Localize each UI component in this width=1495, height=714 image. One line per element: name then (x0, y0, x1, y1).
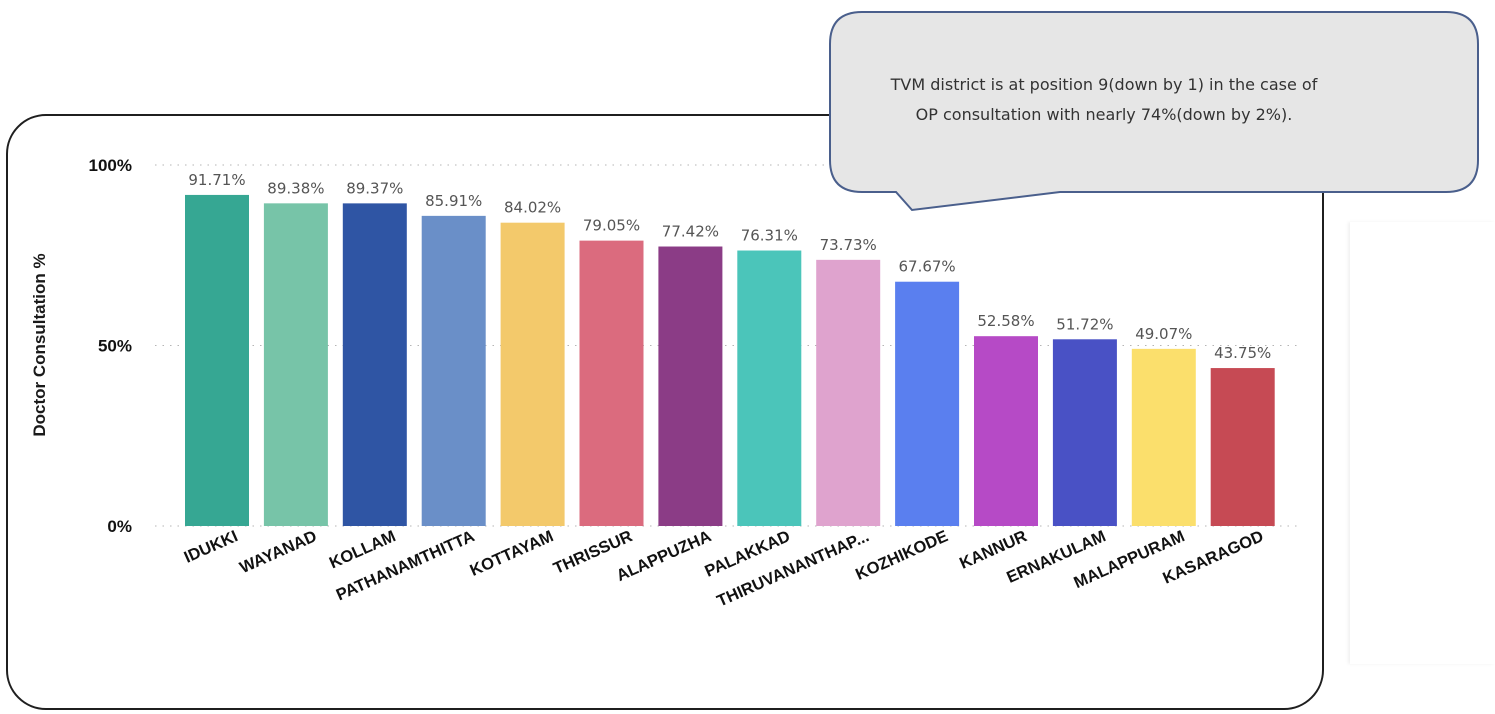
data-label: 51.72% (1056, 315, 1113, 333)
data-label: 77.42% (662, 223, 719, 241)
bar[interactable] (816, 259, 881, 526)
bar[interactable] (185, 194, 249, 527)
x-tick-label: PATHANAMTHITTA (334, 527, 478, 604)
data-label: 76.31% (741, 227, 798, 245)
data-label: 67.67% (898, 258, 955, 276)
data-labels: 91.71% 89.38% 89.37% 85.91% 84.02% 79.05% 77.4… (188, 171, 1271, 362)
x-tick-label: IDUKKI (181, 527, 240, 567)
data-label: 52.58% (977, 312, 1034, 330)
data-label: 79.05% (583, 217, 640, 235)
bar[interactable] (974, 336, 1038, 526)
bar[interactable] (263, 203, 328, 526)
callout-bubble (829, 11, 1479, 212)
bar[interactable] (1131, 348, 1196, 526)
bar[interactable] (342, 203, 407, 526)
y-tick-label: 100% (89, 156, 132, 175)
y-axis-ticks: 0% 50% 100% (89, 156, 132, 536)
y-tick-label: 50% (98, 337, 132, 356)
data-label: 89.37% (346, 179, 403, 197)
y-axis-title: Doctor Consultation % (30, 253, 49, 436)
x-tick-label: KOTTAYAM (467, 527, 556, 580)
bar[interactable] (1052, 339, 1117, 526)
data-label: 49.07% (1135, 325, 1192, 343)
bar[interactable] (895, 281, 960, 526)
side-panel (1350, 222, 1495, 664)
data-label: 73.73% (820, 236, 877, 254)
x-tick-label: THIRUVANANTHAP... (714, 527, 872, 610)
callout-text-line1: TVM district is at position 9(down by 1)… (890, 75, 1318, 94)
bar[interactable] (500, 222, 565, 526)
data-label: 91.71% (188, 171, 245, 189)
bar[interactable] (737, 250, 802, 526)
bar[interactable] (421, 215, 486, 526)
annotation-callout: TVM district is at position 9(down by 1)… (829, 11, 1479, 212)
callout-text-line2: OP consultation with nearly 74%(down by … (916, 105, 1293, 124)
bar[interactable] (1210, 368, 1275, 526)
bar[interactable] (658, 246, 723, 526)
data-label: 84.02% (504, 199, 561, 217)
x-tick-label: WAYANAD (237, 527, 320, 577)
data-label: 43.75% (1214, 344, 1271, 362)
bar[interactable] (579, 240, 644, 526)
y-tick-label: 0% (107, 517, 132, 536)
data-label: 89.38% (267, 179, 324, 197)
data-label: 85.91% (425, 192, 482, 210)
bars (185, 194, 1275, 527)
